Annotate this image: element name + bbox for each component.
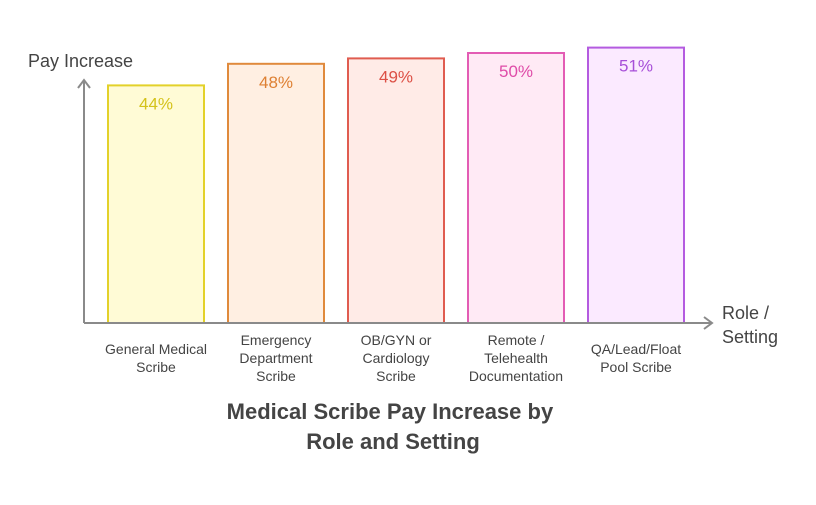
category-label: QA/Lead/Float Pool Scribe bbox=[591, 341, 681, 375]
category-label-line: Scribe bbox=[136, 359, 176, 375]
bar-value-label: 51% bbox=[619, 57, 653, 76]
y-axis-label: Pay Increase bbox=[28, 51, 133, 71]
axes-layer bbox=[77, 78, 714, 330]
chart-title-line: Role and Setting bbox=[306, 429, 480, 454]
category-label-line: Department bbox=[239, 350, 312, 366]
x-axis-label-line: Setting bbox=[722, 327, 778, 347]
category-labels: General Medical Scribe Emergency Department… bbox=[105, 332, 681, 384]
x-axis-arrow-icon bbox=[703, 316, 714, 330]
category-label-line: Scribe bbox=[376, 368, 416, 384]
chart-title-line: Medical Scribe Pay Increase by bbox=[227, 399, 554, 424]
bar-value-label: 49% bbox=[379, 67, 413, 86]
category-label: Remote / Telehealth Documentation bbox=[469, 332, 563, 384]
category-label: OB/GYN or Cardiology Scribe bbox=[361, 332, 432, 384]
category-label-line: QA/Lead/Float bbox=[591, 341, 681, 357]
x-axis-label-line: Role / bbox=[722, 303, 769, 323]
bar-value-label: 48% bbox=[259, 73, 293, 92]
bar bbox=[587, 46, 685, 324]
bar bbox=[227, 62, 325, 325]
y-axis-arrow-icon bbox=[77, 78, 91, 89]
bar bbox=[107, 84, 205, 325]
category-label-line: Pool Scribe bbox=[600, 359, 672, 375]
category-label-line: Documentation bbox=[469, 368, 563, 384]
category-label-line: Scribe bbox=[256, 368, 296, 384]
chart-title: Medical Scribe Pay Increase by Role and … bbox=[227, 399, 560, 454]
bar-value-label: 44% bbox=[139, 94, 173, 113]
category-label-line: Telehealth bbox=[484, 350, 548, 366]
bar bbox=[347, 57, 445, 325]
category-label-line: Emergency bbox=[241, 332, 312, 348]
category-label-line: Remote / bbox=[488, 332, 545, 348]
bar-value-label: 50% bbox=[499, 62, 533, 81]
category-label-line: OB/GYN or bbox=[361, 332, 432, 348]
category-label-line: Cardiology bbox=[363, 350, 430, 366]
category-label: Emergency Department Scribe bbox=[239, 332, 312, 384]
category-label: General Medical Scribe bbox=[105, 341, 207, 375]
bars-layer: 44% 48% 49% 50% 51% bbox=[107, 46, 685, 325]
category-label-line: General Medical bbox=[105, 341, 207, 357]
bar bbox=[467, 52, 565, 324]
x-axis-label: Role / Setting bbox=[722, 303, 778, 347]
